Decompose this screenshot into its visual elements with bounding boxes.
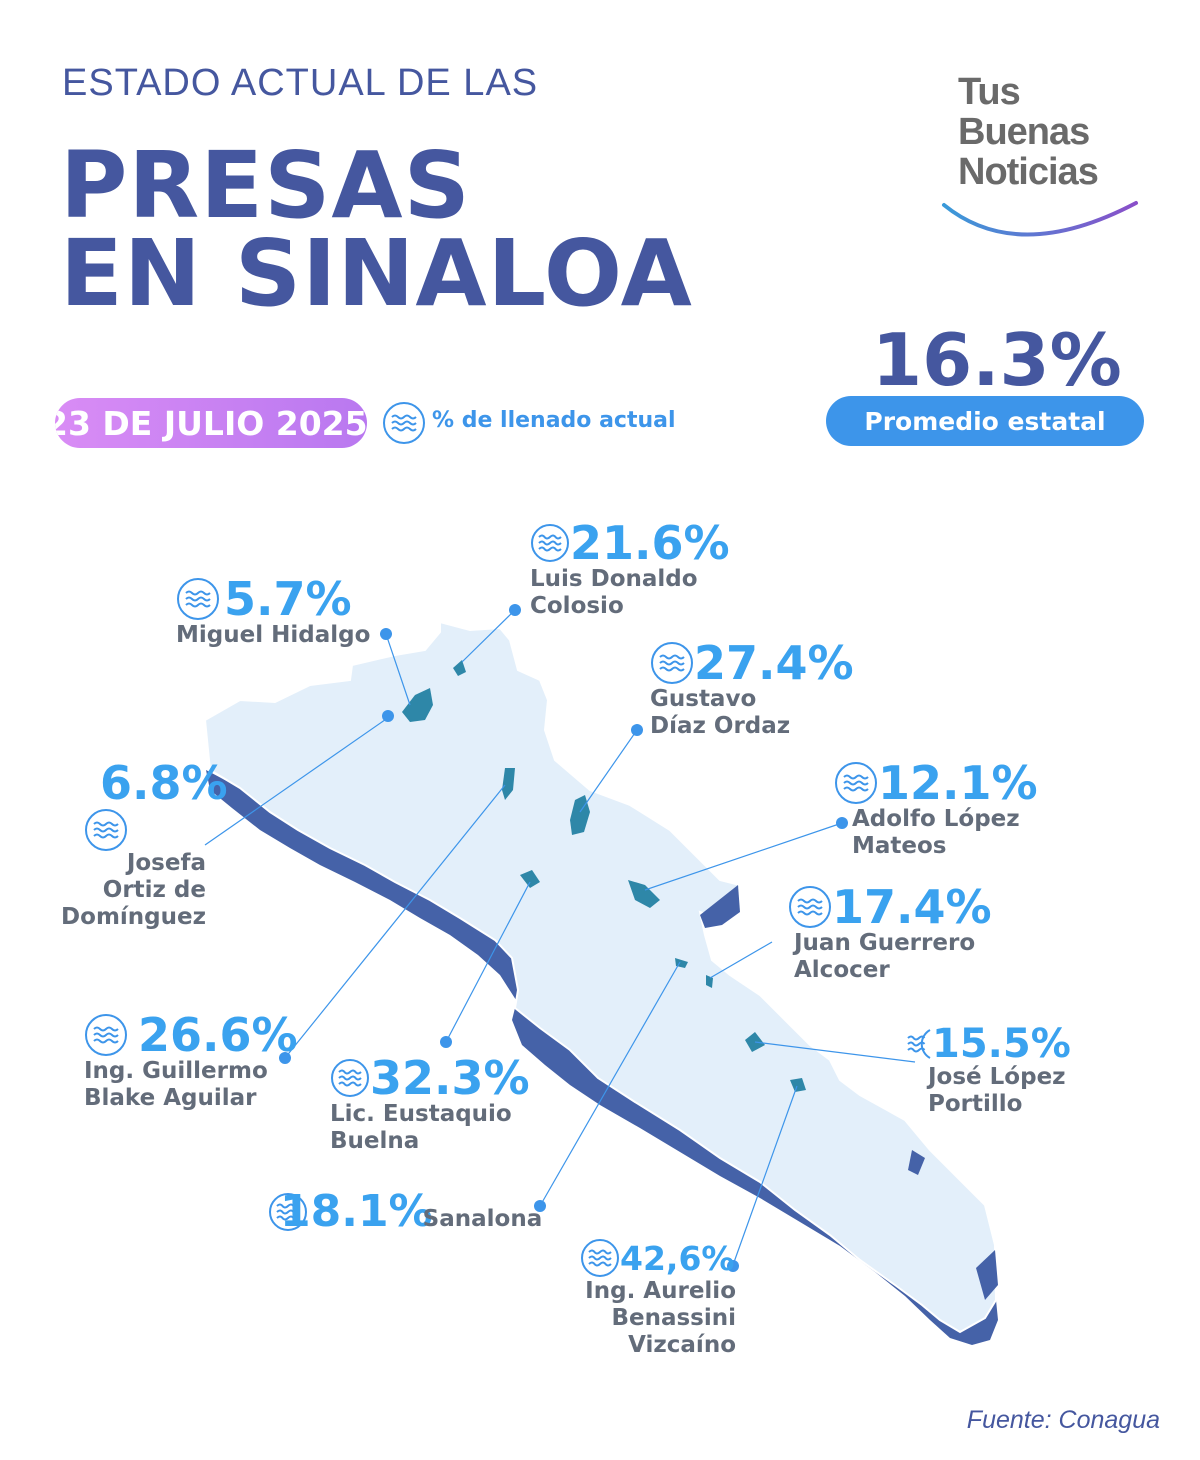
water-waves-icon <box>177 578 219 620</box>
dam-name: José López <box>928 1064 1066 1090</box>
logo-swoosh <box>942 201 1138 237</box>
dam-name: Buelna <box>330 1128 420 1154</box>
reservoir-adolfo-lopez-mateos <box>628 880 660 908</box>
logo-line-2: Buenas <box>958 111 1090 153</box>
dam-label-adolfo-lopez-mateos: 12.1% Adolfo López Mateos <box>834 760 1038 860</box>
logo-line-1: Tus <box>958 71 1021 113</box>
island-shadow <box>908 1150 925 1175</box>
dam-name: Ing. Aurelio <box>585 1278 736 1304</box>
reservoir-luis-donaldo-colosio <box>453 660 466 676</box>
dam-percent: 26.6% <box>138 1008 298 1062</box>
dam-name: Vizcaíno <box>628 1332 736 1358</box>
dam-label-josefa-ortiz: Josefa Ortiz de Domínguez <box>56 850 206 931</box>
title-line-2: EN SINALOA <box>60 220 693 327</box>
water-waves-icon <box>383 402 425 444</box>
dam-percent: 32.3% <box>370 1051 530 1105</box>
reservoir-eustaquio-buelna <box>520 870 540 888</box>
reservoir-juan-guerrero <box>706 975 713 988</box>
dam-percent: 5.7% <box>224 572 352 626</box>
title-line-1: PRESAS <box>60 132 471 239</box>
dam-percent: 27.4% <box>694 636 854 690</box>
reservoir-miguel-hidalgo <box>402 688 433 722</box>
water-waves-icon <box>85 809 127 851</box>
dam-label-jose-lopez-portillo: 15.5% José López Portillo <box>904 1024 1071 1118</box>
dam-percent: 15.5% <box>932 1021 1071 1067</box>
dam-percent: 17.4% <box>832 880 992 934</box>
dam-name: Díaz Ordaz <box>650 713 791 739</box>
dam-label-sanalona: 18.1% Sanalona <box>268 1190 542 1234</box>
logo-line-3: Noticias <box>958 151 1099 193</box>
dam-name: Portillo <box>928 1091 1023 1117</box>
water-waves-icon <box>789 886 831 928</box>
leader-dots <box>279 604 848 1272</box>
state-average-value: 16.3% <box>872 318 1122 402</box>
dam-label-guillermo-blake: 26.6% Ing. Guillermo Blake Aguilar <box>84 1012 298 1112</box>
coastline-shadow-north <box>206 770 520 1000</box>
dam-percent: 42,6% <box>620 1238 735 1278</box>
dam-label-luis-donaldo-colosio: 21.6% Luis Donaldo Colosio <box>530 520 730 620</box>
dam-percent: 12.1% <box>878 756 1038 810</box>
dam-label-juan-guerrero-alcocer: 17.4% Juan Guerrero Alcocer <box>788 884 992 984</box>
reservoir-guillermo-blake <box>502 768 515 800</box>
water-waves-icon <box>581 1239 619 1277</box>
date-badge: 23 DE JULIO 2025 <box>55 398 367 448</box>
dam-name: Alcocer <box>794 957 890 983</box>
dam-label-gustavo-diaz-ordaz: 27.4% Gustavo Díaz Ordaz <box>650 640 854 740</box>
dam-name: Benassini <box>611 1305 736 1331</box>
water-waves-icon <box>85 1014 127 1056</box>
subtitle: ESTADO ACTUAL DE LAS <box>62 62 539 104</box>
dam-name: Gustavo <box>650 686 757 712</box>
logo: Tus Buenas Noticias <box>958 71 1099 193</box>
dam-name: Lic. Eustaquio <box>330 1101 512 1127</box>
state-average-label: Promedio estatal <box>826 396 1144 446</box>
dam-name: Juan Guerrero <box>794 930 976 956</box>
dam-name: Ing. Guillermo <box>84 1058 268 1084</box>
dam-label-eustaquio-buelna: 32.3% Lic. Eustaquio Buelna <box>330 1055 530 1155</box>
dam-name: Miguel Hidalgo <box>176 622 371 648</box>
water-waves-icon <box>907 1029 931 1059</box>
dam-name: Ortiz de <box>102 877 206 903</box>
legend-label: % de llenado actual <box>432 408 676 433</box>
date-text: 23 DE JULIO 2025 <box>55 403 367 443</box>
dam-name: Sanalona <box>422 1205 543 1232</box>
dam-percent: 21.6% <box>570 516 730 570</box>
dam-percent-josefa-ortiz: 6.8% <box>100 756 228 810</box>
dam-name: Mateos <box>852 833 947 859</box>
dam-name: Blake Aguilar <box>84 1085 257 1111</box>
water-waves-icon <box>531 524 569 562</box>
island-shadow <box>700 885 740 928</box>
water-waves-icon <box>835 762 877 804</box>
dam-percent: 18.1% <box>280 1186 433 1237</box>
water-waves-icon <box>269 1193 307 1231</box>
dam-label-aurelio-benassini: 42,6% Ing. Aurelio Benassini Vizcaíno <box>580 1238 736 1359</box>
dam-name: Domínguez <box>61 904 206 930</box>
dam-name: Josefa <box>126 850 206 876</box>
dam-name: Adolfo López <box>852 806 1020 832</box>
dam-label-miguel-hidalgo: 5.7% Miguel Hidalgo <box>176 576 370 649</box>
water-waves-icon <box>651 642 693 684</box>
dam-name: Colosio <box>530 593 624 619</box>
dam-name: Luis Donaldo <box>530 566 698 592</box>
sinaloa-land <box>203 620 998 1334</box>
reservoir-aurelio-benassini <box>790 1078 806 1092</box>
water-waves-icon <box>331 1059 369 1097</box>
source-note: Fuente: Conagua <box>966 1406 1160 1434</box>
leader-lines <box>204 609 916 1266</box>
island-shadow <box>976 1250 998 1300</box>
